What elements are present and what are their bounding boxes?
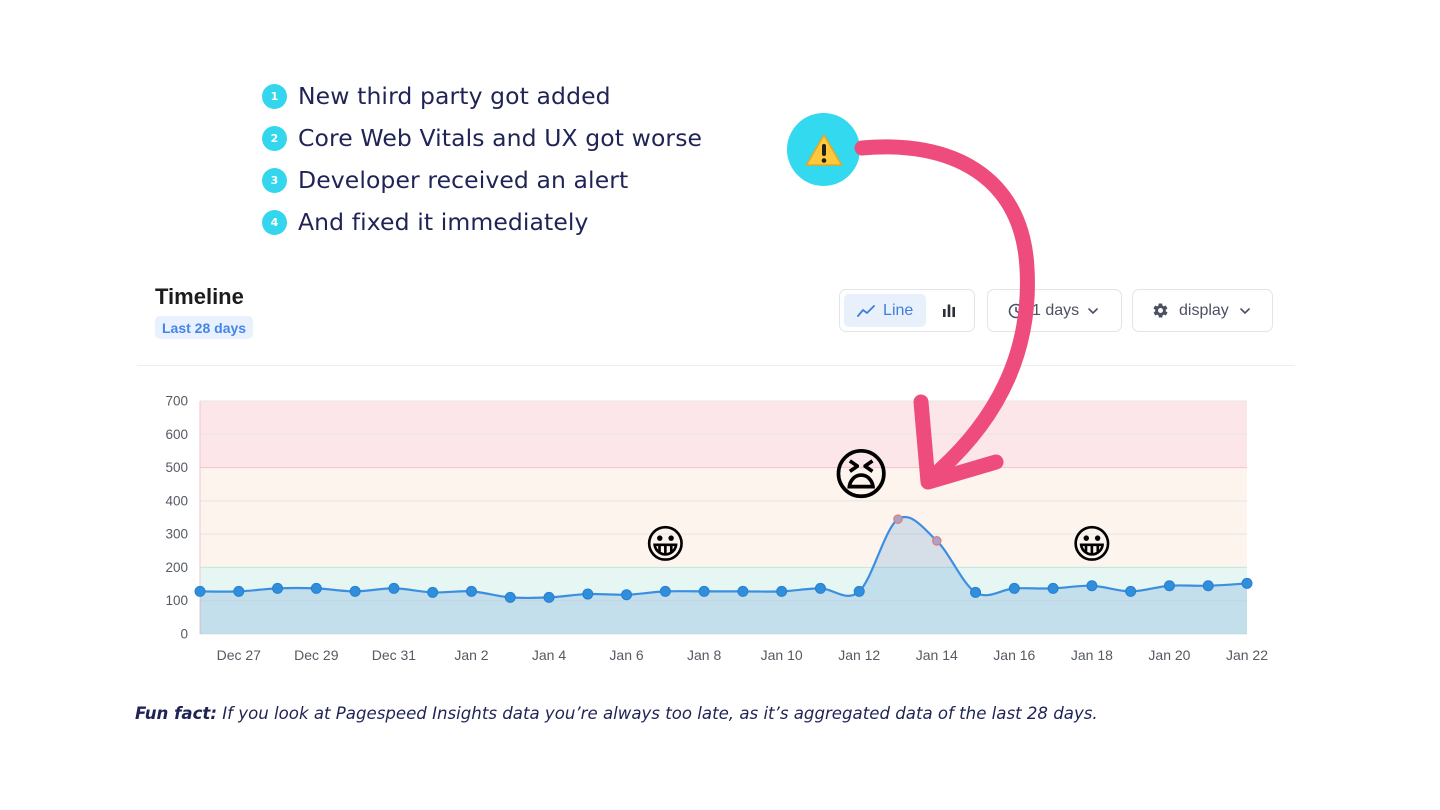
y-tick-label: 300 (165, 527, 188, 542)
data-point (853, 585, 865, 597)
display-select[interactable]: display (1132, 289, 1273, 332)
data-point (194, 585, 206, 597)
step-item: 2 Core Web Vitals and UX got worse (262, 117, 702, 159)
header-divider (137, 365, 1295, 366)
y-tick-label: 100 (165, 593, 188, 608)
data-point (659, 585, 671, 597)
data-point (388, 582, 400, 594)
warning-icon (805, 133, 842, 166)
chevron-down-icon (1088, 307, 1098, 314)
emoji-annotation: 😀 (644, 522, 686, 568)
fun-fact-text: If you look at Pagespeed Insights data y… (216, 704, 1098, 723)
fun-fact-lead: Fun fact: (135, 704, 217, 723)
y-tick-label: 500 (165, 460, 188, 475)
x-tick-label: Jan 12 (838, 647, 880, 663)
x-tick-label: Jan 16 (993, 647, 1035, 663)
x-tick-label: Jan 22 (1226, 647, 1268, 663)
data-point (970, 586, 982, 598)
series-area (200, 516, 1247, 634)
x-tick-label: Dec 29 (294, 647, 339, 663)
x-tick-label: Jan 8 (687, 647, 721, 663)
data-point (814, 582, 826, 594)
step-item: 4 And fixed it immediately (262, 201, 702, 243)
data-point (1047, 582, 1059, 594)
x-tick-label: Jan 2 (454, 647, 488, 663)
interval-label: 1 days (1032, 301, 1080, 319)
emoji-annotation: 😀 (1071, 522, 1113, 568)
data-point (272, 582, 284, 594)
step-text: And fixed it immediately (298, 208, 589, 236)
date-range-badge: Last 28 days (155, 316, 254, 339)
step-item: 1 New third party got added (262, 75, 702, 117)
y-tick-label: 0 (180, 627, 188, 642)
x-tick-label: Jan 14 (916, 647, 958, 663)
data-point (1008, 582, 1020, 594)
data-point (465, 585, 477, 597)
data-point (504, 591, 516, 603)
step-number-badge: 2 (262, 125, 287, 151)
gear-icon (1153, 303, 1168, 318)
y-tick-label: 600 (165, 427, 188, 442)
data-point (1202, 580, 1214, 592)
display-label: display (1179, 301, 1229, 319)
data-point (427, 586, 439, 598)
chevron-down-icon (1240, 307, 1250, 314)
data-point (310, 582, 322, 594)
data-point (776, 585, 788, 597)
data-point (931, 535, 942, 546)
x-tick-label: Dec 27 (217, 647, 262, 663)
data-point (543, 591, 555, 603)
data-point (621, 589, 633, 601)
x-tick-label: Jan 4 (532, 647, 566, 663)
data-point (698, 585, 710, 597)
threshold-band-needs-improvement (200, 467, 1247, 568)
fun-fact-footnote: Fun fact: If you look at Pagespeed Insig… (135, 704, 1098, 723)
warning-badge (787, 113, 860, 186)
y-tick-label: 200 (165, 560, 188, 575)
emoji-annotation: 😫 (832, 443, 890, 508)
step-number-badge: 3 (262, 167, 287, 193)
x-tick-label: Jan 10 (761, 647, 803, 663)
y-tick-label: 700 (165, 394, 188, 409)
data-point (737, 585, 749, 597)
data-point (1163, 580, 1175, 592)
x-tick-label: Dec 31 (372, 647, 417, 663)
series-line (199, 516, 1248, 600)
x-tick-label: Jan 18 (1071, 647, 1113, 663)
data-point (582, 588, 594, 600)
data-point (1086, 580, 1098, 592)
step-item: 3 Developer received an alert (262, 159, 702, 201)
data-point (893, 514, 903, 524)
step-text: Developer received an alert (298, 166, 629, 194)
data-point (1241, 577, 1253, 589)
step-number-badge: 1 (262, 83, 287, 109)
step-text: New third party got added (298, 82, 611, 110)
y-tick-label: 400 (165, 493, 188, 508)
steps-list: 1 New third party got added 2 Core Web V… (262, 75, 702, 243)
step-number-badge: 4 (262, 209, 287, 235)
x-tick-label: Jan 20 (1148, 647, 1190, 663)
x-tick-label: Jan 6 (609, 647, 643, 663)
data-point (1125, 585, 1137, 597)
data-point (349, 585, 361, 597)
data-point (233, 585, 245, 597)
card-title: Timeline (155, 284, 244, 309)
step-text: Core Web Vitals and UX got worse (298, 124, 703, 152)
